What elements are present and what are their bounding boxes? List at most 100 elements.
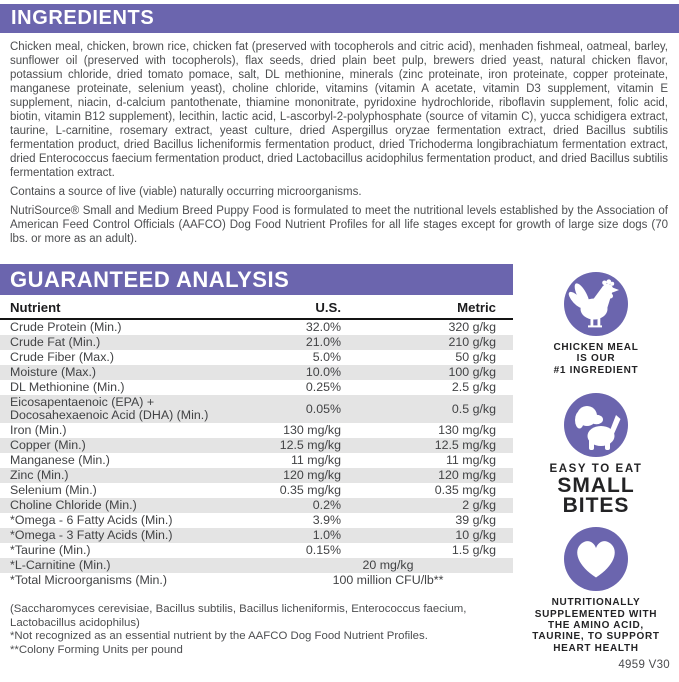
metric-cell: 2.5 g/kg — [451, 380, 496, 394]
caption-line: NUTRITIONALLY — [551, 597, 641, 609]
metric-cell: 100 g/kg — [448, 365, 496, 379]
us-cell: 21.0% — [305, 335, 341, 349]
metric-cell: 210 g/kg — [448, 335, 496, 349]
caption-line: EASY TO EAT — [549, 463, 643, 476]
footnote-cfu: **Colony Forming Units per pound — [10, 643, 183, 656]
guaranteed-analysis-table: Nutrient U.S. Metric Crude Protein (Min.… — [0, 297, 513, 588]
us-cell: 11 mg/kg — [290, 453, 341, 467]
nutrient-cell: Eicosapentaenoic (EPA) + Docosahexaenoic… — [10, 395, 209, 422]
small-bites-badge: EASY TO EAT SMALL BITES — [549, 393, 642, 516]
metric-cell: 2 g/kg — [462, 498, 496, 512]
caption-line: SUPPLEMENTED WITH — [534, 608, 658, 620]
metric-cell: 12.5 mg/kg — [434, 438, 496, 452]
label-version-code: 4959 V30 — [618, 659, 670, 671]
ingredients-header: INGREDIENTS — [0, 4, 679, 33]
metric-cell: 1.5 g/kg — [451, 543, 496, 557]
nutrient-cell: DL Methionine (Min.) — [10, 380, 125, 394]
caption-line: CHICKEN MEAL — [553, 342, 639, 353]
table-row: *L-Carnitine (Min.) 20 mg/kg — [0, 558, 513, 573]
microorganisms-note: Contains a source of live (viable) natur… — [10, 186, 362, 198]
nutrient-cell: Selenium (Min.) — [10, 483, 97, 497]
us-cell: 0.15% — [305, 543, 341, 557]
us-cell: 0.25% — [305, 380, 341, 394]
table-row: Crude Fat (Min.) 21.0% 210 g/kg — [0, 335, 513, 350]
table-row: Crude Protein (Min.) 32.0% 320 g/kg — [0, 319, 513, 335]
caption-line: TAURINE, TO SUPPORT — [532, 631, 660, 643]
nutrient-cell: Crude Fat (Min.) — [10, 335, 101, 349]
caption-line: IS OUR — [576, 353, 616, 365]
chicken-icon — [563, 272, 628, 336]
nutrient-cell: Copper (Min.) — [10, 438, 86, 452]
us-cell: 130 mg/kg — [283, 423, 341, 437]
caption-line: SMALL — [557, 474, 635, 498]
ingredients-section: Chicken meal, chicken, brown rice, chick… — [0, 33, 679, 246]
nutrient-cell: *Omega - 6 Fatty Acids (Min.) — [10, 513, 173, 527]
footnote-not-recognized: *Not recognized as an essential nutrient… — [10, 630, 428, 642]
nutrient-cell: Crude Fiber (Max.) — [10, 350, 114, 364]
nutrient-cell: *Omega - 3 Fatty Acids (Min.) — [10, 528, 173, 542]
heart-health-badge: NUTRITIONALLY SUPPLEMENTED WITH THE AMIN… — [532, 527, 659, 654]
metric-cell: 50 g/kg — [455, 350, 496, 364]
table-row: Moisture (Max.) 10.0% 100 g/kg — [0, 365, 513, 380]
footnote-microorganism-species: (Saccharomyces cerevisiae, Bacillus subt… — [10, 603, 467, 629]
table-row: DL Methionine (Min.) 0.25% 2.5 g/kg — [0, 380, 513, 395]
chicken-badge-caption: CHICKEN MEAL IS OUR #1 INGREDIENT — [553, 342, 638, 376]
heart-icon — [563, 527, 628, 592]
table-header: Nutrient U.S. Metric — [0, 297, 513, 320]
us-cell: 10.0% — [305, 365, 341, 379]
us-cell: 0.2% — [312, 498, 341, 512]
us-cell: 5.0% — [312, 350, 341, 364]
table-row: *Omega - 6 Fatty Acids (Min.) 3.9% 39 g/… — [0, 513, 513, 528]
combined-value-cell: 20 mg/kg — [362, 558, 414, 572]
table-row: *Omega - 3 Fatty Acids (Min.) 1.0% 10 g/… — [0, 528, 513, 543]
us-cell: 0.05% — [305, 401, 341, 416]
analysis-left-column: GUARANTEED ANALYSIS Nutrient U.S. Metric… — [0, 264, 513, 657]
combined-value-cell: 100 million CFU/lb** — [332, 573, 444, 587]
puppy-icon — [563, 393, 628, 458]
metric-cell: 11 mg/kg — [445, 453, 496, 467]
analysis-section: GUARANTEED ANALYSIS Nutrient U.S. Metric… — [0, 264, 679, 657]
us-cell: 0.35 mg/kg — [279, 483, 341, 497]
us-cell: 3.9% — [312, 513, 341, 527]
table-row: *Taurine (Min.) 0.15% 1.5 g/kg — [0, 543, 513, 558]
metric-cell: 0.35 mg/kg — [434, 483, 496, 497]
table-row: Iron (Min.) 130 mg/kg 130 mg/kg — [0, 423, 513, 438]
nutrient-cell: Manganese (Min.) — [10, 453, 110, 467]
table-row: Zinc (Min.) 120 mg/kg 120 mg/kg — [0, 468, 513, 483]
table-row: Crude Fiber (Max.) 5.0% 50 g/kg — [0, 350, 513, 365]
table-row: Eicosapentaenoic (EPA) + Docosahexaenoic… — [0, 395, 513, 423]
table-row: Choline Chloride (Min.) 0.2% 2 g/kg — [0, 498, 513, 513]
ingredients-list: Chicken meal, chicken, brown rice, chick… — [10, 41, 668, 179]
caption-line: THE AMINO ACID, — [548, 620, 644, 632]
caption-line: #1 INGREDIENT — [553, 364, 639, 376]
table-row: *Total Microorganisms (Min.) 100 million… — [0, 573, 513, 588]
us-cell: 12.5 mg/kg — [279, 438, 341, 452]
column-header-nutrient: Nutrient — [0, 297, 263, 320]
aafco-statement: NutriSource® Small and Medium Breed Pupp… — [10, 205, 668, 245]
nutrient-cell: Iron (Min.) — [10, 423, 67, 437]
table-row: Selenium (Min.) 0.35 mg/kg 0.35 mg/kg — [0, 483, 513, 498]
metric-cell: 0.5 g/kg — [451, 401, 496, 416]
nutrient-cell: Choline Chloride (Min.) — [10, 498, 137, 512]
us-cell: 1.0% — [312, 528, 341, 542]
nutrient-cell: Moisture (Max.) — [10, 365, 97, 379]
heart-badge-caption: NUTRITIONALLY SUPPLEMENTED WITH THE AMIN… — [532, 597, 659, 654]
us-cell: 32.0% — [305, 320, 341, 334]
column-header-us: U.S. — [263, 297, 341, 320]
caption-line: BITES — [562, 494, 630, 518]
small-bites-caption: EASY TO EAT SMALL BITES — [549, 463, 642, 516]
metric-cell: 10 g/kg — [455, 528, 496, 542]
nutrient-cell: *L-Carnitine (Min.) — [10, 558, 111, 572]
benefit-badges-sidebar: CHICKEN MEAL IS OUR #1 INGREDIENT — [513, 264, 679, 657]
metric-cell: 120 mg/kg — [438, 468, 496, 482]
column-header-metric: Metric — [341, 297, 513, 320]
guaranteed-analysis-header: GUARANTEED ANALYSIS — [0, 264, 513, 295]
metric-cell: 320 g/kg — [448, 320, 496, 334]
table-row: Copper (Min.) 12.5 mg/kg 12.5 mg/kg — [0, 438, 513, 453]
nutrient-cell: Crude Protein (Min.) — [10, 320, 122, 334]
nutrient-cell: *Taurine (Min.) — [10, 543, 91, 557]
table-row: Manganese (Min.) 11 mg/kg 11 mg/kg — [0, 453, 513, 468]
metric-cell: 130 mg/kg — [438, 423, 496, 437]
nutrient-cell: Zinc (Min.) — [10, 468, 69, 482]
nutrient-cell: *Total Microorganisms (Min.) — [10, 573, 167, 587]
